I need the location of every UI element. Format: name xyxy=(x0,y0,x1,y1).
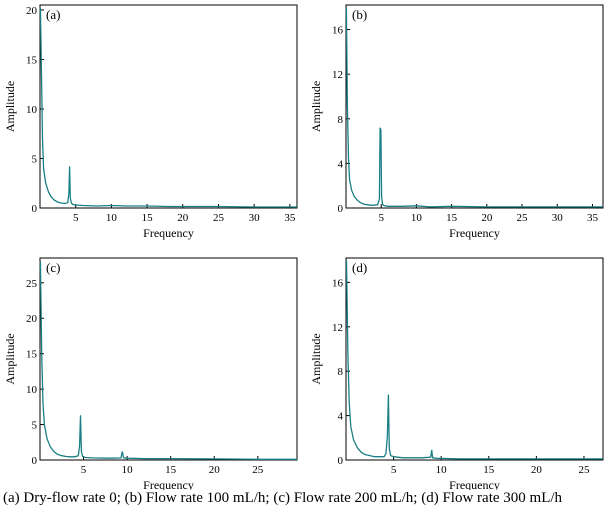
y-tick-label: 15 xyxy=(26,54,38,66)
spectrum-series-line xyxy=(39,7,297,208)
y-tick-label: 12 xyxy=(332,69,343,81)
x-axis-label: Frequency xyxy=(449,478,500,490)
y-tick-label: 4 xyxy=(338,158,344,170)
plot-frame xyxy=(39,257,298,461)
chart-panel-3: 5 10 15 20 25 0 5 10 15 20 25 (c) Frequency Amplitude xyxy=(3,257,298,490)
y-tick-label: 0 xyxy=(32,203,38,215)
x-tick-label: 10 xyxy=(106,212,118,224)
y-tick-label: 20 xyxy=(26,313,38,325)
y-axis-label: Amplitude xyxy=(3,333,17,384)
x-tick-label: 25 xyxy=(252,464,264,476)
x-tick-label: 25 xyxy=(517,212,529,224)
x-tick-label: 15 xyxy=(165,464,177,476)
figure: 5 10 15 20 25 30 35 0 5 10 15 20 (a) Frequency Amplitu… xyxy=(3,4,604,490)
y-tick-label: 4 xyxy=(338,411,344,423)
x-tick-label: 15 xyxy=(446,212,458,224)
plot-frame xyxy=(345,257,604,461)
panel-label: (a) xyxy=(46,7,60,22)
y-tick-label: 16 xyxy=(332,277,344,289)
y-tick-label: 10 xyxy=(26,104,38,116)
x-tick-label: 20 xyxy=(177,212,189,224)
x-tick-label: 5 xyxy=(378,212,384,224)
x-axis-label: Frequency xyxy=(449,226,500,240)
y-tick-label: 8 xyxy=(338,366,344,378)
x-tick-label: 25 xyxy=(578,464,590,476)
x-tick-label: 30 xyxy=(249,212,261,224)
y-tick-label: 15 xyxy=(26,349,38,361)
x-tick-label: 5 xyxy=(81,464,87,476)
y-tick-label: 10 xyxy=(26,384,38,396)
y-axis-label: Amplitude xyxy=(3,81,17,132)
plot-frame xyxy=(345,4,604,209)
y-tick-label: 25 xyxy=(26,278,38,290)
x-tick-label: 25 xyxy=(213,212,225,224)
x-tick-label: 10 xyxy=(122,464,134,476)
x-tick-label: 20 xyxy=(531,464,543,476)
x-tick-label: 10 xyxy=(436,464,448,476)
x-tick-label: 5 xyxy=(391,464,397,476)
x-tick-label: 10 xyxy=(411,212,423,224)
y-tick-label: 8 xyxy=(338,114,344,126)
figure-caption: (a) Dry-flow rate 0; (b) Flow rate 100 m… xyxy=(3,490,563,506)
x-tick-label: 5 xyxy=(73,212,79,224)
y-tick-label: 0 xyxy=(338,455,344,467)
chart-panel-1: 5 10 15 20 25 30 35 0 5 10 15 20 (a) Frequency Amplitu… xyxy=(3,4,298,240)
x-tick-label: 35 xyxy=(284,212,296,224)
y-tick-label: 5 xyxy=(32,420,38,432)
y-tick-label: 20 xyxy=(26,5,38,17)
y-tick-label: 12 xyxy=(332,322,343,334)
chart-panel-4: 5 10 15 20 25 0 4 8 12 16 (d) Frequency Amplitude xyxy=(309,257,604,490)
panel-label: (b) xyxy=(352,7,367,22)
plot-frame xyxy=(39,4,298,209)
x-tick-label: 35 xyxy=(587,212,599,224)
spectrum-series-line xyxy=(39,261,297,460)
y-axis-label: Amplitude xyxy=(309,333,323,384)
x-tick-label: 20 xyxy=(209,464,221,476)
x-tick-label: 15 xyxy=(483,464,495,476)
y-tick-label: 0 xyxy=(32,455,38,467)
x-tick-label: 20 xyxy=(481,212,493,224)
y-tick-label: 16 xyxy=(332,25,344,37)
spectrum-series-line xyxy=(345,7,603,208)
y-tick-label: 0 xyxy=(338,203,344,215)
x-tick-label: 30 xyxy=(552,212,564,224)
y-tick-label: 5 xyxy=(32,153,38,165)
x-axis-label: Frequency xyxy=(143,478,194,490)
x-axis-label: Frequency xyxy=(143,226,194,240)
panel-label: (c) xyxy=(46,260,60,275)
x-tick-label: 15 xyxy=(142,212,154,224)
y-axis-label: Amplitude xyxy=(309,81,323,132)
spectrum-series-line xyxy=(345,260,603,460)
panel-label: (d) xyxy=(352,260,367,275)
chart-panel-2: 5 10 15 20 25 30 35 0 4 8 12 16 (b) Frequency Amplitud… xyxy=(309,4,604,240)
